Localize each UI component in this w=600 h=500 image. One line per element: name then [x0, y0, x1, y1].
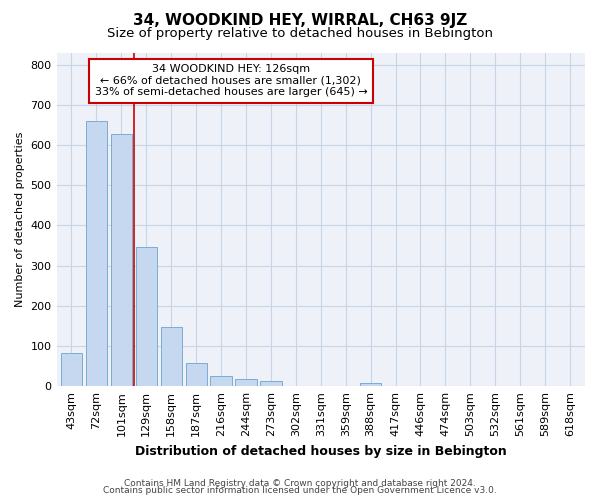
Bar: [161, 327, 182, 386]
Bar: [61, 353, 82, 386]
Bar: [185, 364, 207, 386]
Bar: [360, 383, 381, 386]
Bar: [86, 121, 107, 386]
Text: 34, WOODKIND HEY, WIRRAL, CH63 9JZ: 34, WOODKIND HEY, WIRRAL, CH63 9JZ: [133, 12, 467, 28]
Bar: [260, 380, 281, 386]
Bar: [111, 134, 132, 386]
Bar: [235, 378, 257, 386]
X-axis label: Distribution of detached houses by size in Bebington: Distribution of detached houses by size …: [135, 444, 506, 458]
Bar: [211, 376, 232, 386]
Text: 34 WOODKIND HEY: 126sqm
← 66% of detached houses are smaller (1,302)
33% of semi: 34 WOODKIND HEY: 126sqm ← 66% of detache…: [95, 64, 367, 98]
Y-axis label: Number of detached properties: Number of detached properties: [15, 132, 25, 307]
Text: Contains HM Land Registry data © Crown copyright and database right 2024.: Contains HM Land Registry data © Crown c…: [124, 478, 476, 488]
Text: Contains public sector information licensed under the Open Government Licence v3: Contains public sector information licen…: [103, 486, 497, 495]
Bar: [136, 246, 157, 386]
Text: Size of property relative to detached houses in Bebington: Size of property relative to detached ho…: [107, 26, 493, 40]
